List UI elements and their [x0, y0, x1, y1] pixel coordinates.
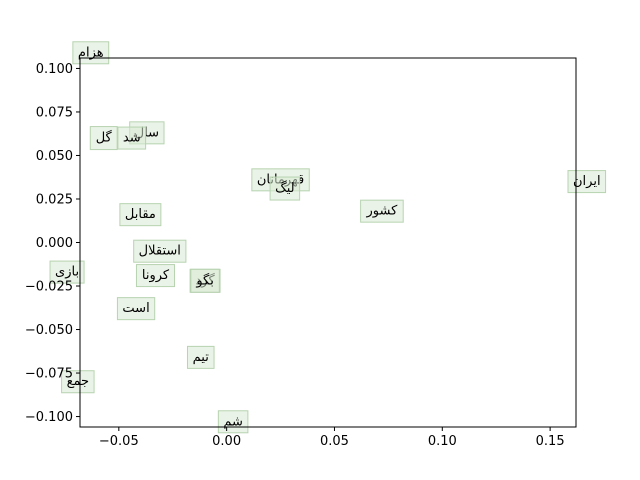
word-label: بگو	[195, 272, 214, 288]
x-tick-label: 0.05	[320, 434, 349, 449]
word-label-box	[89, 126, 118, 151]
word-label-box	[116, 297, 156, 321]
word-point: هزام	[72, 41, 110, 65]
x-tick-label: 0.00	[212, 434, 241, 449]
word-point: گل	[89, 126, 118, 151]
word-label: کشور	[366, 204, 399, 219]
y-tick-label: 0.075	[36, 105, 73, 120]
x-tick-label: −0.05	[99, 434, 139, 449]
word-point: ایران	[567, 170, 607, 194]
y-tick-label: −0.025	[25, 280, 73, 295]
word-label-box	[49, 260, 85, 284]
word-point: مقابل	[119, 203, 162, 227]
y-tick-label: −0.050	[25, 323, 73, 338]
points-layer: هزامسالگلشدقهرمانانلیگایرانکشورمقابلاستق…	[49, 41, 607, 434]
x-tick-label: 0.10	[428, 434, 457, 449]
word-point: بگو	[190, 268, 220, 293]
word-point: است	[116, 297, 156, 321]
word-label: شد	[123, 131, 141, 146]
word-point: جمع	[61, 370, 95, 394]
y-tick-label: 0.050	[36, 149, 73, 164]
word-point: شد	[117, 126, 147, 150]
word-label: است	[122, 301, 149, 316]
word-point: کشور	[360, 199, 404, 223]
word-label: استقلال	[139, 244, 181, 259]
word-point: بازی	[49, 260, 85, 284]
word-label-box	[567, 170, 607, 194]
word-label: کرونا	[142, 268, 170, 283]
y-tick-label: 0.025	[36, 192, 73, 207]
word-label-box	[269, 176, 301, 201]
word-label-box	[186, 345, 215, 369]
y-tick-label: −0.075	[25, 367, 73, 382]
word-label: گل	[96, 130, 113, 146]
word-point: شم	[217, 410, 249, 434]
word-label-box	[119, 203, 162, 227]
word-label: جمع	[67, 374, 89, 389]
word-label-box	[190, 268, 220, 293]
word-label: مقابل	[125, 207, 156, 222]
word-label: ایران	[573, 174, 601, 189]
word-point: کرونا	[135, 264, 175, 288]
word-label-box	[61, 370, 95, 394]
word-label: لیگ	[275, 180, 295, 196]
word-point: لیگ	[269, 176, 301, 201]
word-label: شم	[223, 414, 243, 429]
word-label-box	[133, 239, 187, 263]
word-label-box	[360, 199, 404, 223]
x-tick-label: 0.15	[536, 434, 565, 449]
x-axis: −0.05 0.00 0.05 0.10 0.15	[99, 427, 565, 449]
y-tick-label: −0.100	[25, 410, 73, 425]
y-axis: 0.100 0.075 0.050 0.025 0.000 −0.025 −0.050 −0.…	[25, 62, 80, 425]
y-tick-label: 0.100	[36, 62, 73, 77]
word-point: استقلال	[133, 239, 187, 263]
word-label: هزام	[78, 45, 104, 60]
word-label-box	[135, 264, 175, 288]
word-label: تیم	[193, 350, 210, 365]
word-point: تیم	[186, 345, 215, 369]
word-label-box	[117, 126, 147, 150]
y-tick-label: 0.000	[36, 236, 73, 251]
word-label: بازی	[55, 265, 79, 280]
